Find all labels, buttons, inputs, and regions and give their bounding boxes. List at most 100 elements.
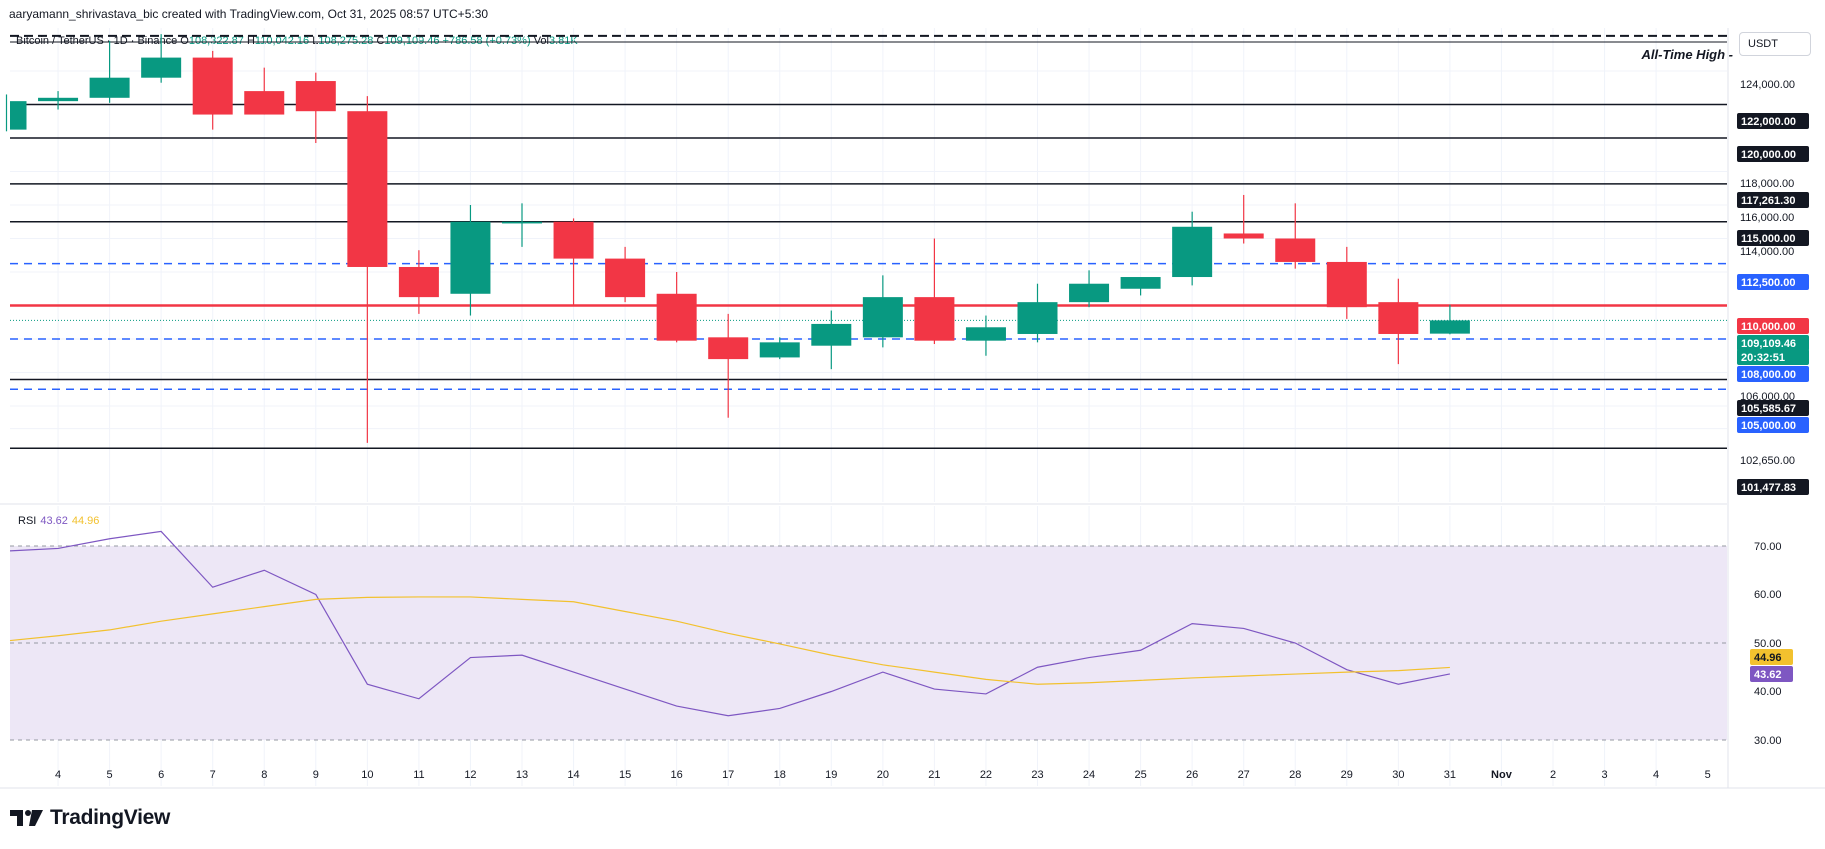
candle-body (141, 57, 182, 78)
time-tick-label: 30 (1392, 769, 1404, 781)
time-tick-label: 8 (261, 769, 267, 781)
rsi-value-tag (1750, 649, 1793, 665)
candle-body (1275, 238, 1316, 262)
price-level-label: 115,000.00 (1741, 233, 1795, 245)
currency-label: USDT (1748, 38, 1778, 50)
price-level-tag (1737, 113, 1809, 129)
rsi-label: RSI (18, 515, 37, 527)
rsi-value-tag (1750, 666, 1793, 682)
time-tick-label: 20 (877, 769, 889, 781)
price-level-label: 120,000.00 (1741, 149, 1796, 161)
price-level-label: 20:32:51 (1741, 352, 1785, 364)
time-tick-label: 23 (1031, 769, 1043, 781)
candle-body (502, 221, 542, 224)
price-level-tag (1737, 230, 1809, 246)
open-value: 108,322.87 (188, 35, 244, 47)
price-level-label: 105,000.00 (1741, 420, 1796, 432)
candle-body (295, 81, 336, 112)
time-tick-label: 7 (210, 769, 216, 781)
low-value: 108,275.28 (318, 35, 374, 47)
candle-body (1378, 302, 1419, 334)
time-tick-label: 15 (619, 769, 631, 781)
time-tick-label: 5 (107, 769, 113, 781)
time-tick-label: 24 (1083, 769, 1095, 781)
symbol-title[interactable]: Bitcoin / TetherUS · 1D · Binance (16, 35, 178, 47)
price-level-tag (1737, 274, 1809, 290)
price-level-label: 105,585.67 (1741, 403, 1796, 415)
candle-body (398, 266, 439, 298)
time-tick-label: 11 (413, 769, 424, 781)
close-value: 109,109.46 (384, 35, 440, 47)
currency-selector[interactable]: USDT (1739, 32, 1811, 56)
rsi-value-label: 44.96 (1754, 652, 1782, 664)
candle-body (10, 101, 27, 130)
time-tick-label: 19 (825, 769, 837, 781)
price-level-tag (1737, 400, 1809, 416)
time-tick-label: 18 (774, 769, 786, 781)
volume-value: 3.81K (548, 35, 578, 47)
time-tick-label: 9 (313, 769, 319, 781)
candle-body (1120, 277, 1161, 289)
price-level-tag (1737, 146, 1809, 162)
time-tick-label: 31 (1444, 769, 1456, 781)
price-tick-label: 116,000.00 (1740, 212, 1794, 224)
candle-body (1172, 226, 1213, 278)
rsi-ma-line (9, 596, 1450, 685)
time-tick-label: 2 (1550, 769, 1556, 781)
symbol-legend[interactable]: Bitcoin / TetherUS · 1D · Binance O108,3… (16, 35, 578, 47)
candle-body (862, 297, 903, 338)
candle-body (708, 337, 749, 360)
low-label: L (312, 35, 319, 47)
price-tick-label: 124,000.00 (1740, 79, 1795, 91)
price-tick-label: 114,000.00 (1740, 246, 1794, 258)
time-tick-label: 4 (55, 769, 61, 781)
price-level-tag (1737, 417, 1809, 433)
time-tick-label: 26 (1186, 769, 1198, 781)
candle-body (1069, 283, 1110, 303)
time-tick-label: 13 (516, 769, 528, 781)
price-level-label: 122,000.00 (1741, 116, 1796, 128)
price-level-tag (1737, 349, 1809, 365)
tradingview-brand[interactable]: TradingView (10, 806, 170, 830)
price-level-label: 108,000.00 (1741, 369, 1796, 381)
price-level-label: 117,261.30 (1741, 195, 1795, 207)
high-value: 110,042.16 (254, 35, 310, 47)
high-label: H (246, 35, 255, 47)
price-level-tag (1737, 192, 1809, 208)
candle-body (1429, 320, 1470, 334)
volume-label: Vol (533, 35, 549, 47)
candle-body (811, 323, 852, 346)
rsi-tick-label: 60.00 (1754, 589, 1782, 601)
candle-body (965, 327, 1006, 341)
price-level-label: 110,000.00 (1741, 321, 1795, 333)
candle-body (656, 293, 697, 341)
tradingview-logo-icon (10, 810, 43, 826)
time-tick-label: 22 (980, 769, 992, 781)
price-tick-label: 102,650.00 (1740, 455, 1795, 467)
chart-canvas[interactable]: 124,000.00 118,000.00 116,000.00 114,000.00… (0, 0, 1825, 800)
time-tick-label: 6 (158, 769, 164, 781)
price-level-tag (1737, 479, 1809, 495)
close-label: C (376, 35, 385, 47)
rsi-line (9, 530, 1451, 717)
time-tick-label: 16 (671, 769, 683, 781)
time-tick-label: 10 (361, 769, 373, 781)
rsi-ma-value: 44.96 (71, 515, 100, 527)
candle-body (89, 77, 130, 98)
time-tick-label: Nov (1491, 769, 1513, 781)
candle-body (1223, 233, 1264, 239)
open-label: O (180, 35, 189, 47)
rsi-legend[interactable]: RSI 43.62 44.96 (18, 515, 99, 527)
time-tick-label: 17 (722, 769, 734, 781)
price-level-tag (1737, 318, 1809, 334)
rsi-value-label: 43.62 (1754, 669, 1782, 681)
time-tick-label: 5 (1705, 769, 1711, 781)
time-tick-label: 4 (1653, 769, 1659, 781)
rsi-value: 43.62 (40, 515, 68, 527)
rsi-tick-label: 40.00 (1754, 686, 1782, 698)
tradingview-wordmark: TradingView (50, 806, 171, 829)
candle-body (1017, 302, 1058, 334)
time-tick-label: 14 (567, 769, 579, 781)
candle-body (347, 111, 388, 267)
price-level-label: 112,500.00 (1741, 277, 1795, 289)
